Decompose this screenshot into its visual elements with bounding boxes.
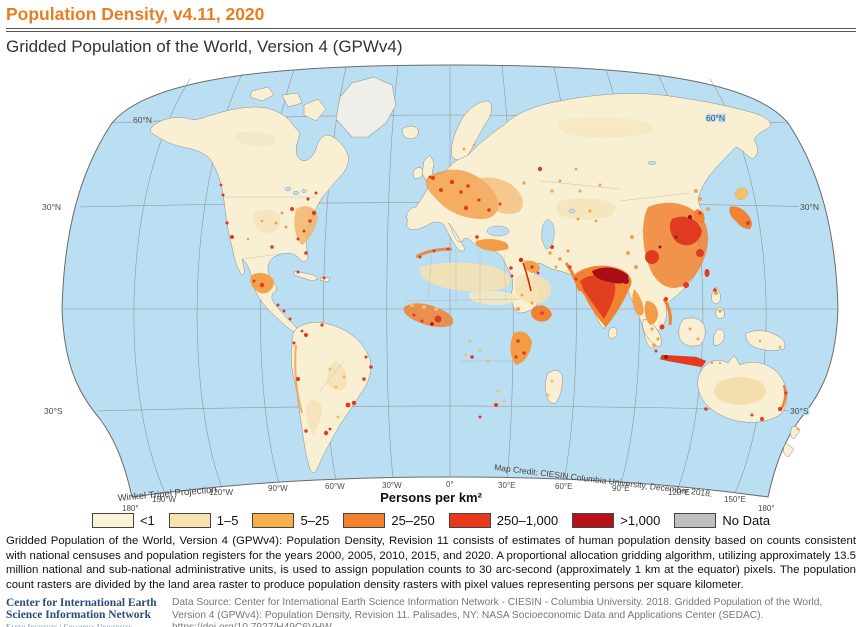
longitude-label: 120°E xyxy=(668,488,690,497)
ciesin-logo-line3: Earth Institute | Columbia University xyxy=(6,622,133,627)
world-map: 60°N 60°N 30°N 30°N 30°S 30°S 180° 150°W… xyxy=(0,61,862,531)
greenland-no-data xyxy=(335,76,397,138)
latitude-label: 30°N xyxy=(800,202,819,212)
south-america xyxy=(290,322,371,473)
longitude-label: 180° xyxy=(122,504,139,513)
new-zealand xyxy=(783,442,795,458)
page-title: Population Density, v4.11, 2020 xyxy=(6,4,265,24)
legend-swatch xyxy=(343,513,386,528)
north-america xyxy=(150,106,349,333)
longitude-label: 150°W xyxy=(152,495,177,504)
legend-item: >1,000 xyxy=(572,513,660,528)
density-overlays xyxy=(219,143,800,436)
latitude-label: 60°N xyxy=(706,113,725,123)
baffin-island xyxy=(303,98,327,122)
arctic-islands xyxy=(249,86,275,102)
legend-swatch xyxy=(674,513,717,528)
country-borders xyxy=(224,180,691,392)
data-source-text: Data Source: Center for International Ea… xyxy=(172,596,823,627)
inland-water xyxy=(284,160,657,250)
longitude-label: 90°E xyxy=(612,484,629,493)
description-text: Gridded Population of the World, Version… xyxy=(6,535,856,592)
longitude-label: 0° xyxy=(446,480,454,489)
arctic-islands xyxy=(281,92,303,108)
source-block: Data Source: Center for International Ea… xyxy=(172,597,856,627)
madagascar xyxy=(545,370,563,404)
legend-item: 1–5 xyxy=(168,513,239,528)
cuba xyxy=(293,270,319,282)
legend-title: Persons per km² xyxy=(380,490,482,505)
longitude-label: 30°E xyxy=(498,481,515,490)
longitude-label: 30°W xyxy=(382,481,402,490)
density-low-patches xyxy=(235,117,766,435)
legend-item: 25–250 xyxy=(343,513,435,528)
ciesin-logo-line2: Science Information Network xyxy=(6,609,152,622)
legend-label: 250–1,000 xyxy=(496,513,559,528)
longitude-label: 60°E xyxy=(555,482,572,491)
page-subtitle: Gridded Population of the World, Version… xyxy=(6,37,403,56)
header-divider xyxy=(6,28,856,32)
iceland xyxy=(401,125,419,140)
legend-label: No Data xyxy=(722,513,771,528)
ireland xyxy=(412,167,424,180)
legend: <1 1–5 5–25 25–250 250–1,000 >1,000 No D… xyxy=(0,513,862,528)
legend-label: >1,000 xyxy=(620,513,661,528)
legend-swatch xyxy=(168,513,211,528)
longitude-label: 180° xyxy=(758,504,775,513)
ciesin-logo: Center for International Earth Science I… xyxy=(6,597,164,627)
legend-item: 250–1,000 xyxy=(448,513,559,528)
borneo xyxy=(678,317,706,347)
legend-swatch xyxy=(572,513,615,528)
sulawesi xyxy=(713,328,725,346)
legend-label: 1–5 xyxy=(216,513,239,528)
legend-swatch xyxy=(91,513,134,528)
legend-item: <1 xyxy=(91,513,155,528)
legend-label: 5–25 xyxy=(300,513,330,528)
longitude-label: 150°E xyxy=(724,495,746,504)
legend-label: <1 xyxy=(139,513,155,528)
legend-item: 5–25 xyxy=(252,513,329,528)
longitude-label: 90°W xyxy=(268,484,288,493)
latitude-label: 30°N xyxy=(42,202,61,212)
longitude-label: 60°W xyxy=(325,482,345,491)
latitude-label: 60°N xyxy=(133,115,152,125)
sri-lanka xyxy=(608,326,618,339)
map-canvas: 60°N 60°N 30°N 30°N 30°S 30°S 180° 150°W… xyxy=(42,64,839,513)
longitude-label: 120°W xyxy=(209,488,234,497)
hispaniola xyxy=(319,276,331,283)
latitude-label: 30°S xyxy=(44,406,63,416)
latitude-label: 30°S xyxy=(790,406,809,416)
legend-swatch xyxy=(448,513,491,528)
ciesin-logo-line1: Center for International Earth xyxy=(6,596,157,609)
header: Population Density, v4.11, 2020 Gridded … xyxy=(0,0,862,61)
philippines xyxy=(715,306,725,319)
legend-item: No Data xyxy=(674,513,770,528)
legend-swatch xyxy=(252,513,295,528)
footer: Center for International Earth Science I… xyxy=(0,593,862,627)
new-guinea xyxy=(745,330,786,351)
legend-label: 25–250 xyxy=(391,513,435,528)
